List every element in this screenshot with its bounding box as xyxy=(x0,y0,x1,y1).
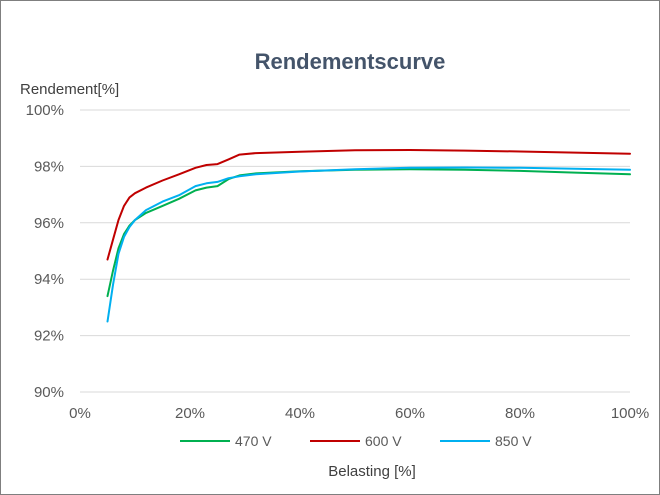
gridlines xyxy=(80,109,630,393)
x-tick-label: 100% xyxy=(611,405,649,422)
y-tick-label: 98% xyxy=(34,158,64,175)
x-axis-title: Belasting [%] xyxy=(328,463,416,480)
y-tick-labels: 90% 92% 94% 96% 98% 100% xyxy=(26,102,64,401)
y-tick-label: 100% xyxy=(26,102,64,119)
legend: 470 V 600 V 850 V xyxy=(180,433,532,449)
y-tick-label: 96% xyxy=(34,215,64,232)
y-tick-label: 90% xyxy=(34,384,64,401)
legend-label: 850 V xyxy=(495,433,532,449)
y-tick-label: 92% xyxy=(34,328,64,345)
x-tick-labels: 0% 20% 40% 60% 80% 100% xyxy=(69,405,649,422)
x-tick-label: 0% xyxy=(69,405,91,422)
legend-label: 600 V xyxy=(365,433,402,449)
series-line xyxy=(106,168,631,298)
series-lines xyxy=(106,149,631,323)
y-tick-label: 94% xyxy=(34,271,64,288)
x-tick-label: 20% xyxy=(175,405,205,422)
legend-label: 470 V xyxy=(235,433,272,449)
x-tick-label: 60% xyxy=(395,405,425,422)
chart-title: Rendementscurve xyxy=(255,49,446,74)
x-tick-label: 40% xyxy=(285,405,315,422)
series-line xyxy=(106,166,631,323)
x-tick-label: 80% xyxy=(505,405,535,422)
y-axis-title: Rendement[%] xyxy=(20,81,119,98)
series-line xyxy=(106,149,631,261)
